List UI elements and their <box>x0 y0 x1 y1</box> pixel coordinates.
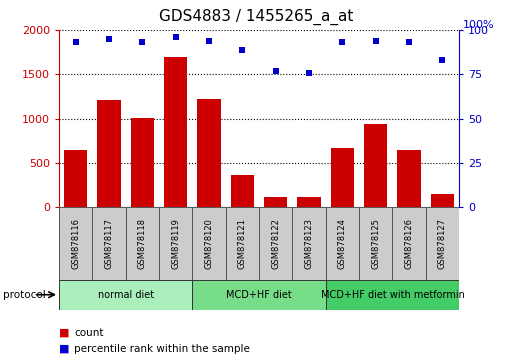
Text: GSM878122: GSM878122 <box>271 218 280 269</box>
Point <box>205 38 213 44</box>
Point <box>405 40 413 45</box>
Bar <box>292 207 326 280</box>
Bar <box>326 207 359 280</box>
Bar <box>231 175 254 207</box>
Point <box>271 68 280 74</box>
Bar <box>392 207 426 280</box>
Bar <box>131 118 154 207</box>
Bar <box>426 207 459 280</box>
Text: GSM878123: GSM878123 <box>305 218 313 269</box>
Bar <box>326 280 459 310</box>
Bar <box>226 207 259 280</box>
Bar <box>364 124 387 207</box>
Point <box>238 47 246 52</box>
Bar <box>198 99 221 207</box>
Bar <box>298 198 321 207</box>
Text: GSM878125: GSM878125 <box>371 218 380 269</box>
Text: GDS4883 / 1455265_a_at: GDS4883 / 1455265_a_at <box>160 9 353 25</box>
Bar <box>431 194 454 207</box>
Text: GSM878118: GSM878118 <box>138 218 147 269</box>
Bar <box>126 207 159 280</box>
Text: GSM878116: GSM878116 <box>71 218 80 269</box>
Bar <box>331 148 354 207</box>
Text: normal diet: normal diet <box>97 290 154 300</box>
Point <box>371 38 380 44</box>
Bar <box>97 100 121 207</box>
Text: 100%: 100% <box>463 20 495 30</box>
Bar <box>164 57 187 207</box>
Point <box>171 34 180 40</box>
Text: GSM878124: GSM878124 <box>338 218 347 269</box>
Text: MCD+HF diet: MCD+HF diet <box>226 290 292 300</box>
Bar <box>398 149 421 207</box>
Bar <box>92 207 126 280</box>
Bar <box>59 280 192 310</box>
Text: ■: ■ <box>59 344 69 354</box>
Point <box>438 57 446 63</box>
Bar <box>192 207 226 280</box>
Bar <box>264 198 287 207</box>
Text: GSM878126: GSM878126 <box>405 218 413 269</box>
Text: GSM878121: GSM878121 <box>238 218 247 269</box>
Point <box>105 36 113 42</box>
Text: protocol: protocol <box>3 290 45 300</box>
Text: GSM878119: GSM878119 <box>171 218 180 269</box>
Text: percentile rank within the sample: percentile rank within the sample <box>74 344 250 354</box>
Text: GSM878117: GSM878117 <box>105 218 113 269</box>
Bar <box>259 207 292 280</box>
Point <box>138 40 146 45</box>
Text: count: count <box>74 328 104 338</box>
Text: ■: ■ <box>59 328 69 338</box>
Text: MCD+HF diet with metformin: MCD+HF diet with metformin <box>321 290 464 300</box>
Bar <box>159 207 192 280</box>
Bar <box>59 207 92 280</box>
Point <box>305 70 313 75</box>
Text: GSM878120: GSM878120 <box>205 218 213 269</box>
Bar <box>192 280 326 310</box>
Bar <box>359 207 392 280</box>
Point <box>71 40 80 45</box>
Bar <box>64 149 87 207</box>
Text: GSM878127: GSM878127 <box>438 218 447 269</box>
Point <box>338 40 346 45</box>
